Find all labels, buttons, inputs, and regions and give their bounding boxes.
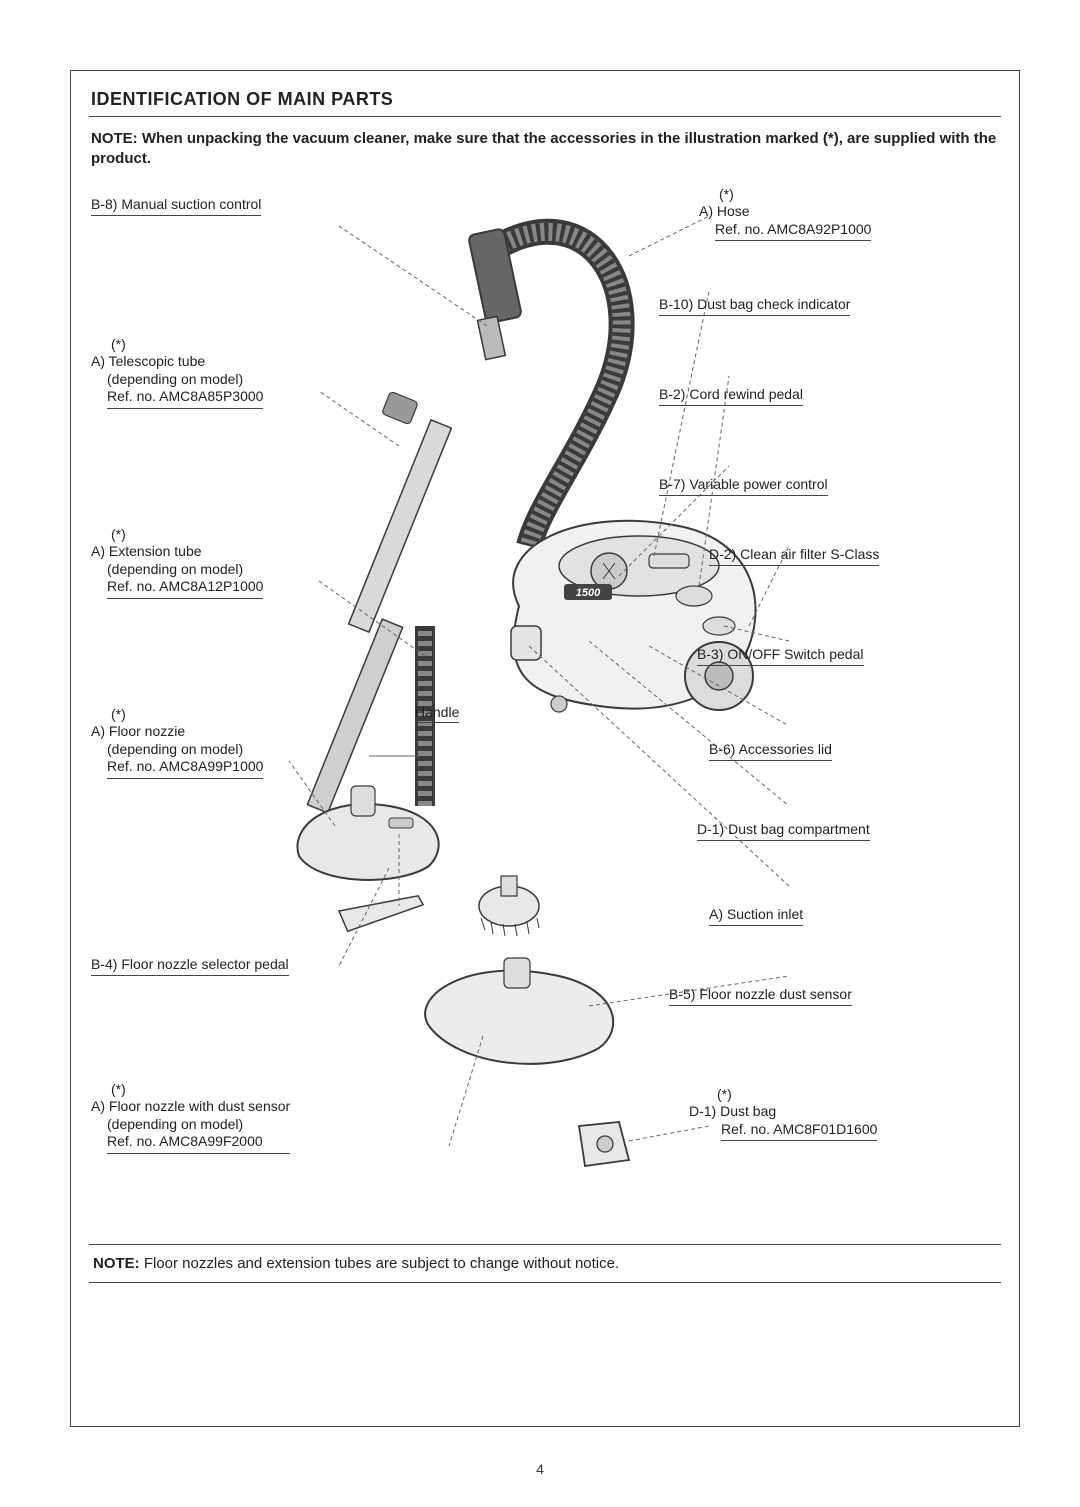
label-b7: B-7) Variable power control	[659, 476, 828, 497]
label-b10: B-10) Dust bag check indicator	[659, 296, 850, 317]
note-top: NOTE: When unpacking the vacuum cleaner,…	[91, 129, 999, 170]
asi-text: A) Suction inlet	[709, 906, 803, 927]
afn-l3: Ref. no. AMC8A99P1000	[107, 758, 263, 779]
label-b3: B-3) ON/OFF Switch pedal	[697, 646, 864, 667]
label-b5: B-5) Floor nozzle dust sensor	[669, 986, 852, 1007]
d2-text: D-2) Clean air filter S-Class	[709, 546, 879, 567]
ast-aext: (*)	[111, 526, 126, 542]
d1c-text: D-1) Dust bag compartment	[697, 821, 870, 842]
footer-note: NOTE: Floor nozzles and extension tubes …	[89, 1244, 1001, 1283]
label-hose: (*) A) Hose Ref. no. AMC8A92P1000	[699, 186, 871, 242]
ast-d1db: (*)	[717, 1086, 732, 1102]
label-b6: B-6) Accessories lid	[709, 741, 832, 762]
d1db-l1: D-1) Dust bag	[689, 1103, 877, 1121]
atele-l2: (depending on model)	[107, 371, 263, 389]
b2-text: B-2) Cord rewind pedal	[659, 386, 803, 407]
page-frame: IDENTIFICATION OF MAIN PARTS NOTE: When …	[70, 70, 1020, 1427]
svg-text:1500: 1500	[576, 587, 601, 599]
afn-l2: (depending on model)	[107, 741, 263, 759]
b6-text: B-6) Accessories lid	[709, 741, 832, 762]
label-handle: Handle	[415, 704, 459, 723]
ast-ahose: (*)	[719, 186, 734, 202]
label-b8: B-8) Manual suction control	[91, 196, 261, 217]
diagram-area: 1500	[89, 186, 1001, 1236]
label-extension-tube: (*) A) Extension tube (depending on mode…	[91, 526, 263, 599]
afnds-l2: (depending on model)	[107, 1116, 290, 1134]
afnds-l1: A) Floor nozzle with dust sensor	[91, 1098, 290, 1116]
ast-afnds: (*)	[111, 1081, 126, 1097]
page-number: 4	[0, 1461, 1080, 1477]
label-telescopic-tube: (*) A) Telescopic tube (depending on mod…	[91, 336, 263, 409]
atele-l1: A) Telescopic tube	[91, 353, 263, 371]
label-d1-dustbag: (*) D-1) Dust bag Ref. no. AMC8F01D1600	[689, 1086, 877, 1142]
note-top-text: NOTE: When unpacking the vacuum cleaner,…	[91, 130, 996, 167]
label-floor-nozzle-dust-sensor: (*) A) Floor nozzle with dust sensor (de…	[91, 1081, 290, 1154]
ast-afn: (*)	[111, 706, 126, 722]
footer-note-label: NOTE:	[93, 1255, 140, 1272]
label-asi: A) Suction inlet	[709, 906, 803, 927]
label-floor-nozzle: (*) A) Floor nozzie (depending on model)…	[91, 706, 263, 779]
b7-text: B-7) Variable power control	[659, 476, 828, 497]
atele-l3: Ref. no. AMC8A85P3000	[107, 388, 263, 409]
label-b8-text: B-8) Manual suction control	[91, 196, 261, 217]
label-d1c: D-1) Dust bag compartment	[697, 821, 870, 842]
page-title: IDENTIFICATION OF MAIN PARTS	[91, 89, 393, 109]
label-b4: B-4) Floor nozzle selector pedal	[91, 956, 289, 977]
label-b2: B-2) Cord rewind pedal	[659, 386, 803, 407]
title-box: IDENTIFICATION OF MAIN PARTS	[89, 89, 1001, 117]
aext-l3: Ref. no. AMC8A12P1000	[107, 578, 263, 599]
afnds-l3: Ref. no. AMC8A99F2000	[107, 1133, 290, 1154]
label-d2: D-2) Clean air filter S-Class	[709, 546, 879, 567]
b5-text: B-5) Floor nozzle dust sensor	[669, 986, 852, 1007]
d1db-l2: Ref. no. AMC8F01D1600	[721, 1121, 877, 1142]
b4-text: B-4) Floor nozzle selector pedal	[91, 956, 289, 977]
afn-l1: A) Floor nozzie	[91, 723, 263, 741]
b10-text: B-10) Dust bag check indicator	[659, 296, 850, 317]
b3-text: B-3) ON/OFF Switch pedal	[697, 646, 864, 667]
ahose-l2: Ref. no. AMC8A92P1000	[715, 221, 871, 242]
aext-l2: (depending on model)	[107, 561, 263, 579]
aext-l1: A) Extension tube	[91, 543, 263, 561]
handle-text: Handle	[415, 704, 459, 723]
ast-atele: (*)	[111, 336, 126, 352]
ahose-l1: A) Hose	[699, 203, 871, 221]
footer-note-text: Floor nozzles and extension tubes are su…	[144, 1255, 619, 1272]
